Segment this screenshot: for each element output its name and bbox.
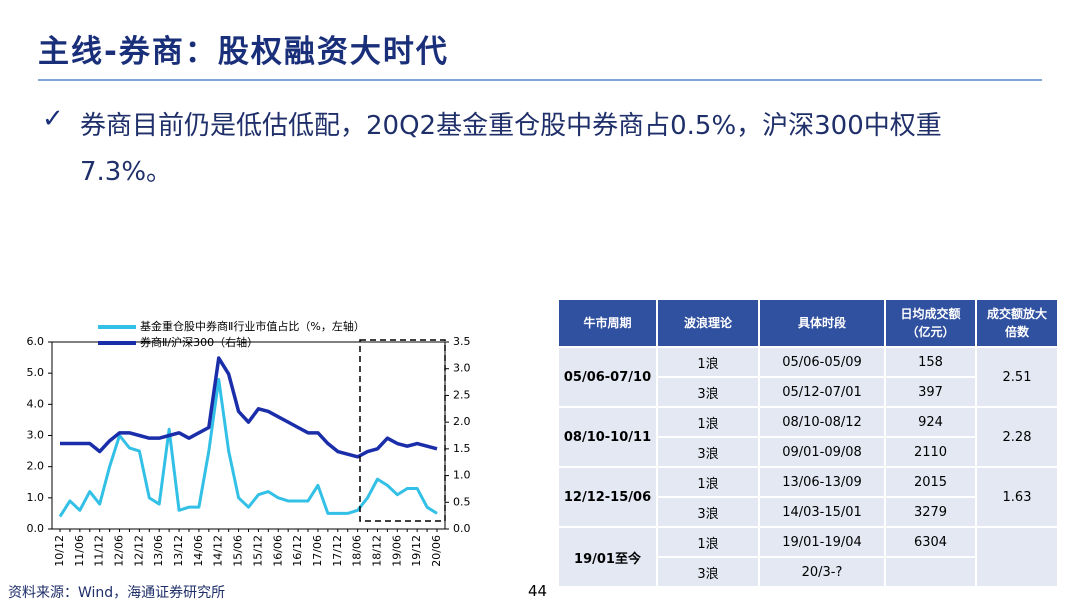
x-tick-label: 13/06 bbox=[152, 535, 165, 567]
x-tick-label: 14/06 bbox=[192, 535, 205, 567]
table-cell: 3浪 bbox=[656, 496, 760, 528]
y-tick-label: 0.0 bbox=[27, 522, 45, 535]
table-row: 3浪 20/3-? bbox=[558, 556, 1058, 588]
table-cell: 924 bbox=[884, 406, 977, 438]
table-cell: 09/01-09/08 bbox=[758, 436, 886, 468]
table-cell: 3浪 bbox=[656, 436, 760, 468]
x-tick-label: 19/06 bbox=[390, 535, 403, 567]
title-rule bbox=[38, 79, 1042, 81]
table-cell: 14/03-15/01 bbox=[758, 496, 886, 528]
bullet-check: ✓ bbox=[42, 104, 64, 134]
x-tick-label: 17/12 bbox=[331, 535, 344, 567]
table-cell: 19/01-19/04 bbox=[758, 526, 886, 558]
table-cell: 05/12-07/01 bbox=[758, 376, 886, 408]
data-table: 牛市周期 波浪理论 具体时段 日均成交额（亿元） 成交额放大倍数 05/06-07/10 1… bbox=[557, 298, 1059, 588]
x-tick-label: 13/12 bbox=[172, 535, 185, 567]
table-cell: 158 bbox=[884, 346, 977, 378]
x-tick-label: 15/06 bbox=[232, 535, 245, 567]
plot-frame bbox=[51, 341, 446, 530]
slide-title: 主线-券商：股权融资大时代 bbox=[38, 34, 449, 70]
table-cell: 3279 bbox=[884, 496, 977, 528]
x-tick-label: 11/12 bbox=[93, 535, 106, 567]
table-cell: 20/3-? bbox=[758, 556, 886, 588]
legend-label: 券商Ⅱ/沪深300（右轴） bbox=[140, 335, 258, 349]
header-row: 牛市周期 波浪理论 具体时段 日均成交额（亿元） 成交额放大倍数 bbox=[557, 298, 1059, 348]
table-cell: 2015 bbox=[884, 466, 977, 498]
legend-label: 基金重仓股中券商Ⅱ行业市值占比（%，左轴） bbox=[140, 319, 365, 333]
y-tick-label: 3.0 bbox=[27, 429, 45, 442]
table-row: 19/01至今 1浪 19/01-19/04 6304 bbox=[557, 526, 1059, 588]
x-tick-label: 18/06 bbox=[351, 535, 364, 567]
y2-tick-label: 1.5 bbox=[453, 442, 471, 455]
x-tick-label: 18/12 bbox=[370, 535, 383, 567]
table-cell: 3浪 bbox=[656, 556, 760, 588]
header-cell: 成交额放大倍数 bbox=[975, 298, 1059, 348]
table-cell bbox=[884, 556, 977, 588]
x-tick-label: 17/06 bbox=[311, 535, 324, 567]
x-tick-label: 11/06 bbox=[73, 535, 86, 567]
period-cell: 12/12-15/06 bbox=[557, 466, 658, 528]
series-line bbox=[60, 356, 438, 459]
y-tick-label: 4.0 bbox=[27, 397, 45, 410]
table-row: 12/12-15/06 1浪 13/06-13/09 2015 1.63 bbox=[557, 466, 1059, 528]
bullet-text: 券商目前仍是低估低配，20Q2基金重仓股中券商占0.5%，沪深300中权重7.3… bbox=[80, 111, 942, 187]
table-cell: 05/06-05/09 bbox=[758, 346, 886, 378]
ratio-cell bbox=[975, 526, 1059, 588]
table-cell: 397 bbox=[884, 376, 977, 408]
table-row: 3浪 09/01-09/08 2110 bbox=[558, 436, 1058, 468]
ratio-cell: 1.63 bbox=[975, 466, 1059, 528]
table-cell: 1浪 bbox=[656, 406, 760, 438]
chart: 0.0 1.0 2.0 3.0 4.0 5.0 6.0 0.0 0.5 1.0 1.5 2.0 2.5 3… bbox=[27, 319, 471, 567]
table-cell: 1浪 bbox=[656, 466, 760, 498]
x-tick-label: 10/12 bbox=[53, 535, 66, 567]
table-cell: 08/10-08/12 bbox=[758, 406, 886, 438]
x-tick-label: 14/12 bbox=[212, 535, 225, 567]
table-cell: 6304 bbox=[884, 526, 977, 558]
period-cell: 19/01至今 bbox=[557, 526, 658, 588]
table-cell: 1浪 bbox=[656, 346, 760, 378]
y-tick-label: 2.0 bbox=[27, 460, 45, 473]
x-tick-label: 20/06 bbox=[430, 535, 443, 567]
series-line bbox=[58, 377, 438, 518]
y-tick-label: 5.0 bbox=[27, 366, 45, 379]
period-cell: 05/06-07/10 bbox=[557, 346, 658, 408]
y2-tick-label: 2.0 bbox=[453, 415, 471, 428]
y2-tick-label: 0.5 bbox=[453, 495, 471, 508]
header-cell: 牛市周期 bbox=[557, 298, 658, 348]
x-tick-label: 12/12 bbox=[132, 535, 145, 567]
header-cell: 具体时段 bbox=[758, 298, 886, 348]
y-tick-label: 1.0 bbox=[27, 491, 45, 504]
table-cell: 3浪 bbox=[656, 376, 760, 408]
highlight-box bbox=[359, 339, 446, 522]
table-row: 3浪 14/03-15/01 3279 bbox=[558, 496, 1058, 528]
x-tick-label: 12/06 bbox=[113, 535, 126, 567]
y2-tick-label: 3.5 bbox=[453, 335, 471, 348]
table-cell: 1浪 bbox=[656, 526, 760, 558]
header-cell: 波浪理论 bbox=[656, 298, 760, 348]
period-cell: 08/10-10/11 bbox=[557, 406, 658, 468]
x-tick-label: 15/12 bbox=[251, 535, 264, 567]
table-row: 08/10-10/11 1浪 08/10-08/12 924 2.28 bbox=[557, 406, 1059, 468]
table-row: 3浪 05/12-07/01 397 bbox=[558, 376, 1058, 408]
x-tick-label: 19/12 bbox=[410, 535, 423, 567]
y-tick-label: 6.0 bbox=[27, 335, 45, 348]
ratio-cell: 2.51 bbox=[975, 346, 1059, 408]
header-cell: 日均成交额（亿元） bbox=[884, 298, 977, 348]
source-note: 资料来源：Wind，海通证券研究所 bbox=[8, 585, 226, 601]
y2-tick-label: 1.0 bbox=[453, 469, 471, 482]
page-number: 44 bbox=[528, 582, 548, 600]
y2-tick-label: 3.0 bbox=[453, 362, 471, 375]
table-cell: 2110 bbox=[884, 436, 977, 468]
y2-tick-label: 2.5 bbox=[453, 388, 471, 401]
table-row: 05/06-07/10 1浪 05/06-05/09 158 2.51 bbox=[557, 346, 1059, 408]
y2-tick-label: 0.0 bbox=[453, 522, 471, 535]
x-tick-label: 16/12 bbox=[291, 535, 304, 567]
ratio-cell: 2.28 bbox=[975, 406, 1059, 468]
x-tick-label: 16/06 bbox=[271, 535, 284, 567]
table-cell: 13/06-13/09 bbox=[758, 466, 886, 498]
